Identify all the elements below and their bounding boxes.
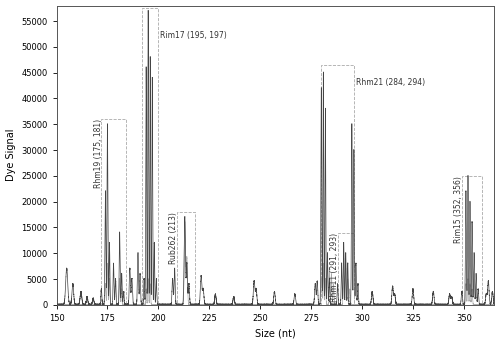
Text: Rhm19 (175, 181): Rhm19 (175, 181) [94,119,103,188]
Y-axis label: Dye Signal: Dye Signal [6,129,16,181]
Text: Rub262 (213): Rub262 (213) [169,212,178,264]
Bar [102,119,126,305]
Bar [176,212,195,305]
Bar [462,176,482,305]
Text: Rim17 (195, 197): Rim17 (195, 197) [160,31,227,40]
Text: Rhm21 (284, 294): Rhm21 (284, 294) [356,78,425,87]
Bar [338,233,354,305]
Bar [322,65,354,305]
Text: Rhm11 (291, 293): Rhm11 (291, 293) [330,233,339,302]
X-axis label: Size (nt): Size (nt) [255,329,296,338]
Bar [142,8,158,305]
Text: Rim15 (352, 356): Rim15 (352, 356) [454,176,464,243]
